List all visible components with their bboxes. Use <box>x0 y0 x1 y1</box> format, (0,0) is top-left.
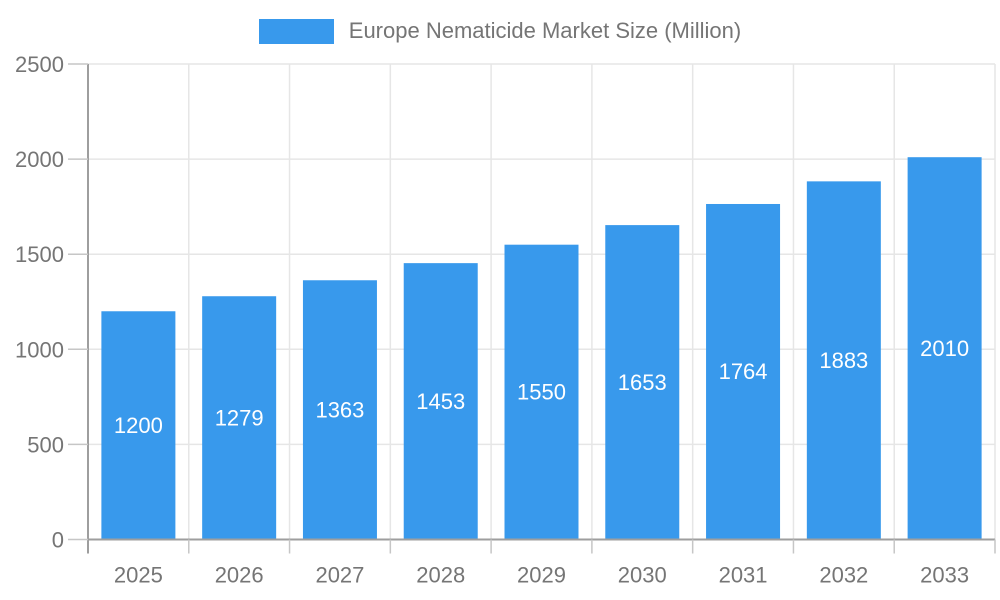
x-tick-label: 2033 <box>920 563 969 588</box>
y-tick-label: 1500 <box>15 242 64 267</box>
bar-2029[interactable] <box>504 244 579 540</box>
x-tick-label: 2025 <box>114 563 163 588</box>
legend: Europe Nematicide Market Size (Million) <box>0 18 1000 44</box>
bar-2033[interactable] <box>907 157 982 540</box>
y-tick-label: 1000 <box>15 337 64 362</box>
x-tick-label: 2030 <box>618 563 667 588</box>
y-tick-label: 500 <box>27 432 64 457</box>
x-tick-label: 2032 <box>819 563 868 588</box>
bar-value-label: 1550 <box>517 380 566 405</box>
bar-value-label: 1279 <box>215 405 264 430</box>
x-tick-label: 2031 <box>719 563 768 588</box>
x-tick-label: 2029 <box>517 563 566 588</box>
legend-swatch[interactable] <box>258 18 334 44</box>
bar-value-label: 1453 <box>416 389 465 414</box>
legend-label[interactable]: Europe Nematicide Market Size (Million) <box>348 18 742 43</box>
bar-value-label: 1363 <box>315 397 364 422</box>
bar-value-label: 1764 <box>719 359 768 384</box>
x-tick-label: 2027 <box>315 563 364 588</box>
y-tick-label: 2000 <box>15 147 64 172</box>
bar-2026[interactable] <box>202 296 277 540</box>
bar-2031[interactable] <box>706 203 781 540</box>
bar-2025[interactable] <box>101 311 176 540</box>
x-tick-label: 2028 <box>416 563 465 588</box>
bar-2032[interactable] <box>806 181 881 540</box>
y-tick-label: 0 <box>52 528 64 553</box>
bar-2027[interactable] <box>302 280 377 540</box>
bar-value-label: 1653 <box>618 370 667 395</box>
bar-2030[interactable] <box>605 225 680 540</box>
y-tick-label: 2500 <box>15 52 64 77</box>
bar-value-label: 1883 <box>819 348 868 373</box>
bar-value-label: 1200 <box>114 413 163 438</box>
bar-value-label: 2010 <box>920 336 969 361</box>
x-tick-label: 2026 <box>215 563 264 588</box>
bar-2028[interactable] <box>403 263 478 540</box>
